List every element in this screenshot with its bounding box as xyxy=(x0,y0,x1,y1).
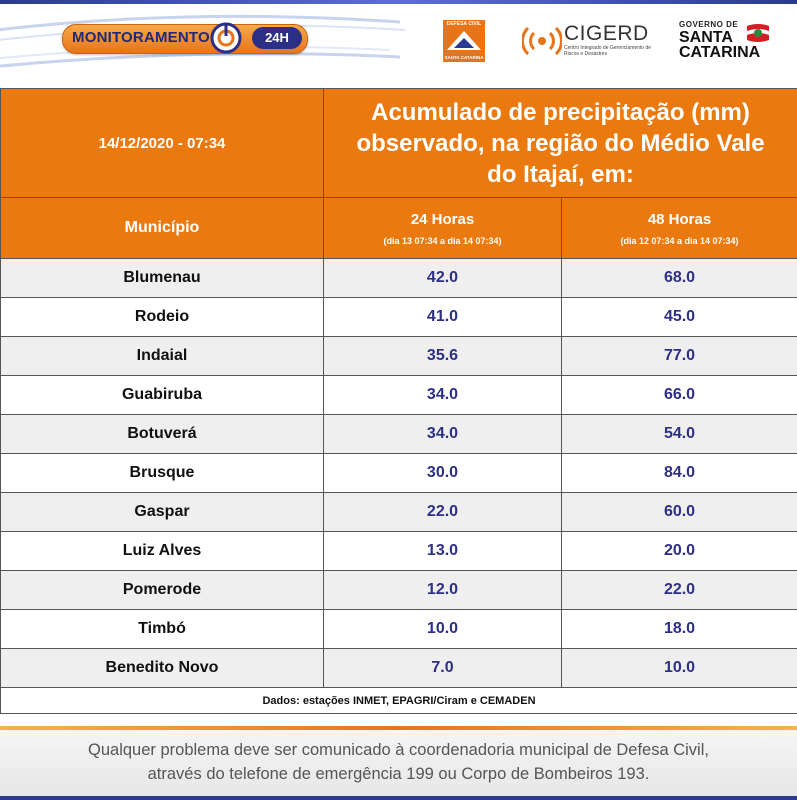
municipio-name: Benedito Novo xyxy=(0,648,324,688)
table-row: Blumenau 42.0 68.0 xyxy=(0,258,797,298)
data-source-note: Dados: estações INMET, EPAGRI/Ciram e CE… xyxy=(0,687,797,714)
table-row: Luiz Alves 13.0 20.0 xyxy=(0,531,797,571)
municipio-name: Blumenau xyxy=(0,258,324,298)
defesa-civil-bottom-label: SANTA CATARINA xyxy=(443,54,485,62)
value-48h: 68.0 xyxy=(560,258,797,298)
precipitation-table: 14/12/2020 - 07:34 Acumulado de precipit… xyxy=(0,88,797,714)
cigerd-name: CIGERD xyxy=(564,22,649,45)
sc-line1: SANTA xyxy=(679,29,733,46)
table-title: Acumulado de precipitação (mm) observado… xyxy=(322,88,797,198)
table-row: Guabiruba 34.0 66.0 xyxy=(0,375,797,415)
value-24h: 41.0 xyxy=(323,297,562,337)
report-datetime: 14/12/2020 - 07:34 xyxy=(0,88,324,198)
value-24h: 35.6 xyxy=(323,336,562,376)
column-header-24h: 24 Horas (dia 13 07:34 a dia 14 07:34) xyxy=(323,197,562,259)
column-24h-label: 24 Horas xyxy=(410,210,475,228)
badge-24h: 24H xyxy=(252,27,302,49)
value-48h: 45.0 xyxy=(560,297,797,337)
table-title-row: 14/12/2020 - 07:34 Acumulado de precipit… xyxy=(0,88,797,198)
defesa-civil-top-label: DEFESA CIVIL xyxy=(443,20,485,28)
value-24h: 7.0 xyxy=(323,648,562,688)
cigerd-subtitle: Centro Integrado de Gerenciamento de Ris… xyxy=(564,45,651,57)
table-row: Pomerode 12.0 22.0 xyxy=(0,570,797,610)
emergency-notice: Qualquer problema deve ser comunicado à … xyxy=(0,738,797,786)
column-header-municipio: Município xyxy=(0,197,324,259)
power-clock-icon xyxy=(210,22,242,54)
value-24h: 34.0 xyxy=(323,375,562,415)
column-header-48h: 48 Horas (dia 12 07:34 a dia 14 07:34) xyxy=(560,197,797,259)
orange-accent-stripe xyxy=(0,726,797,730)
municipio-name: Pomerode xyxy=(0,570,324,610)
defesa-civil-logo: DEFESA CIVIL SANTA CATARINA xyxy=(443,20,485,62)
table-title-line1: Acumulado de precipitação (mm) xyxy=(371,98,750,126)
value-48h: 84.0 xyxy=(560,453,797,493)
table-row: Brusque 30.0 84.0 xyxy=(0,453,797,493)
table-row: Benedito Novo 7.0 10.0 xyxy=(0,648,797,688)
municipio-name: Botuverá xyxy=(0,414,324,454)
value-48h: 54.0 xyxy=(560,414,797,454)
value-24h: 34.0 xyxy=(323,414,562,454)
municipio-name: Timbó xyxy=(0,609,324,649)
sc-gov-label: GOVERNO DE xyxy=(679,20,739,29)
bottom-notice-panel: Qualquer problema deve ser comunicado à … xyxy=(0,726,797,800)
column-24h-range: (dia 13 07:34 a dia 14 07:34) xyxy=(383,235,502,246)
value-24h: 13.0 xyxy=(323,531,562,571)
swoosh-graphic xyxy=(0,14,406,68)
defesa-civil-emblem-icon xyxy=(443,28,485,54)
value-48h: 66.0 xyxy=(560,375,797,415)
value-48h: 18.0 xyxy=(560,609,797,649)
table-row: Rodeio 41.0 45.0 xyxy=(0,297,797,337)
table-title-line2: observado, na região do Médio Vale xyxy=(356,129,765,157)
santa-catarina-logo: GOVERNO DE SANTA CATARINA xyxy=(677,20,777,64)
value-48h: 10.0 xyxy=(560,648,797,688)
table-row: Gaspar 22.0 60.0 xyxy=(0,492,797,532)
municipio-name: Luiz Alves xyxy=(0,531,324,571)
value-48h: 77.0 xyxy=(560,336,797,376)
value-24h: 10.0 xyxy=(323,609,562,649)
table-row: Indaial 35.6 77.0 xyxy=(0,336,797,376)
table-row: Botuverá 34.0 54.0 xyxy=(0,414,797,454)
table-title-line3: do Itajaí, em: xyxy=(487,160,634,188)
header-banner: MONITORAMENTO 24H DEFESA CIVIL SANTA CAT… xyxy=(0,0,797,88)
notice-line2: através do telefone de emergência 199 ou… xyxy=(147,765,650,783)
municipio-name: Rodeio xyxy=(0,297,324,337)
value-48h: 22.0 xyxy=(560,570,797,610)
sc-flag-icon xyxy=(747,24,769,42)
value-24h: 42.0 xyxy=(323,258,562,298)
table-row: Timbó 10.0 18.0 xyxy=(0,609,797,649)
municipio-name: Indaial xyxy=(0,336,324,376)
sc-line2: CATARINA xyxy=(679,44,761,61)
signal-waves-icon xyxy=(522,26,562,56)
column-header-row: Município 24 Horas (dia 13 07:34 a dia 1… xyxy=(0,197,797,259)
source-row: Dados: estações INMET, EPAGRI/Ciram e CE… xyxy=(0,687,797,714)
value-48h: 60.0 xyxy=(560,492,797,532)
municipio-name: Gaspar xyxy=(0,492,324,532)
value-48h: 20.0 xyxy=(560,531,797,571)
value-24h: 22.0 xyxy=(323,492,562,532)
navy-accent-stripe xyxy=(0,796,797,800)
column-48h-label: 48 Horas xyxy=(647,210,712,228)
top-accent-bar xyxy=(0,0,797,4)
value-24h: 12.0 xyxy=(323,570,562,610)
municipio-name: Guabiruba xyxy=(0,375,324,415)
notice-line1: Qualquer problema deve ser comunicado à … xyxy=(88,741,709,759)
cigerd-logo: CIGERD Centro Integrado de Gerenciamento… xyxy=(522,22,652,62)
municipio-name: Brusque xyxy=(0,453,324,493)
column-48h-range: (dia 12 07:34 a dia 14 07:34) xyxy=(620,235,739,246)
value-24h: 30.0 xyxy=(323,453,562,493)
monitoring-label: MONITORAMENTO xyxy=(72,29,210,46)
